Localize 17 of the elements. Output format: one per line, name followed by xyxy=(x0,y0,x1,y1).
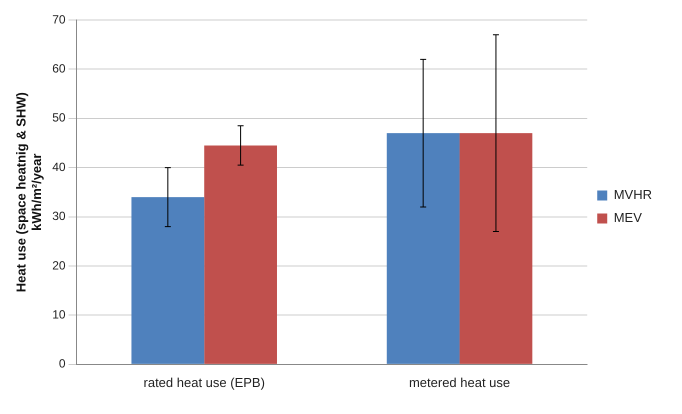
y-tick-label: 70 xyxy=(52,12,66,26)
legend-label: MVHR xyxy=(614,187,652,202)
y-tick-label: 10 xyxy=(52,308,66,322)
y-tick-label: 20 xyxy=(52,258,66,272)
bar xyxy=(386,133,460,364)
y-tick-label: 60 xyxy=(52,62,66,76)
y-tick-label: 30 xyxy=(52,209,66,224)
x-tick-label: rated heat use (EPB) xyxy=(144,374,265,390)
bar xyxy=(204,145,277,364)
y-axis-title: Heat use (space heatnig & SHW) kWh/m²/year xyxy=(13,92,44,292)
bar xyxy=(131,197,204,364)
legend-label: MEV xyxy=(614,210,642,226)
y-tick-label: 50 xyxy=(52,110,66,125)
y-tick-label: 0 xyxy=(58,356,66,371)
bar xyxy=(460,133,532,364)
x-tick-label: metered heat use xyxy=(408,374,510,390)
y-tick-label: 40 xyxy=(52,160,66,174)
